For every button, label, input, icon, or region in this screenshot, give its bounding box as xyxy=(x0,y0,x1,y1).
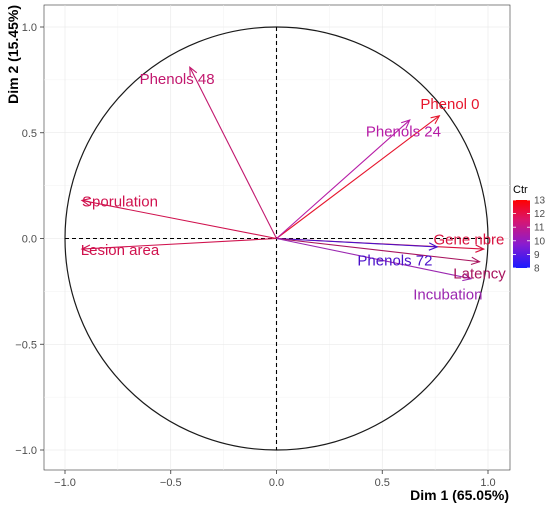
x-tick-label-2: 0.0 xyxy=(269,477,284,489)
x-tick-label-3: 0.5 xyxy=(375,477,390,489)
x-axis-title: Dim 1 (65.05%) xyxy=(410,487,509,503)
arrow-shaft-phenols-72 xyxy=(276,237,438,248)
legend-tick-label-4: 12 xyxy=(534,209,546,220)
arrow-phenols-48 xyxy=(189,65,277,239)
legend-ticks: 8 9 10 11 12 13 xyxy=(513,196,546,275)
legend-colorbar xyxy=(513,200,530,268)
legend-tick-label-0: 8 xyxy=(534,264,540,275)
arrow-phenols-24 xyxy=(276,119,411,239)
arrow-shaft-lesion-area xyxy=(81,237,277,250)
arrow-lesion-area xyxy=(80,237,277,253)
arrow-phenol-0 xyxy=(276,115,441,239)
arrow-sporulation xyxy=(80,197,277,240)
x-tick-label-0: −1.0 xyxy=(54,477,76,489)
variable-arrows xyxy=(80,65,486,282)
y-tick-label-3: 0.5 xyxy=(22,128,37,140)
ctr-legend: Ctr 8 9 10 11 12 13 xyxy=(513,184,546,275)
arrow-head-gene-nbre xyxy=(475,244,486,253)
arrow-shaft-phenols-24 xyxy=(276,119,411,239)
label-phenols-48: Phenols 48 xyxy=(140,71,215,88)
x-tick-label-4: 1.0 xyxy=(480,477,495,489)
label-latency: Latency xyxy=(453,265,506,282)
arrow-shaft-phenol-0 xyxy=(276,115,440,239)
label-phenol-0: Phenol 0 xyxy=(420,96,479,113)
y-tick-label-4: 1.0 xyxy=(22,22,37,34)
legend-tick-label-2: 10 xyxy=(534,236,546,247)
label-lesion-area: Lesion area xyxy=(81,242,160,259)
legend-tick-label-5: 13 xyxy=(534,196,546,207)
y-tick-label-2: 0.0 xyxy=(22,234,37,246)
arrow-head-phenol-0 xyxy=(430,115,441,124)
label-gene-nbre: Gene nbre xyxy=(434,232,505,249)
y-tick-label-1: −0.5 xyxy=(15,339,37,351)
label-phenols-72: Phenols 72 xyxy=(357,253,432,270)
arrow-head-incubation xyxy=(462,272,473,282)
arrow-latency xyxy=(276,237,481,265)
label-phenols-24: Phenols 24 xyxy=(366,124,441,141)
arrow-head-latency xyxy=(470,256,481,265)
x-tick-label-1: −0.5 xyxy=(160,477,182,489)
arrow-head-phenols-24 xyxy=(400,119,411,129)
arrow-head-phenols-72 xyxy=(428,242,439,251)
arrow-head-lesion-area xyxy=(80,244,91,253)
arrow-shaft-latency xyxy=(276,237,480,263)
label-sporulation: Sporulation xyxy=(82,194,158,211)
arrow-shaft-sporulation xyxy=(81,199,277,240)
variable-labels: Phenols 48 Phenol 0 Phenols 24 Sporulation L… xyxy=(81,71,507,304)
arrow-phenols-72 xyxy=(276,237,439,251)
axis-ticks: −1.0 −0.5 0.0 0.5 1.0 −1.0 −0.5 0.0 0.5 1.0 xyxy=(15,22,495,489)
arrow-head-sporulation xyxy=(80,197,91,207)
label-incubation: Incubation xyxy=(413,287,482,304)
legend-tick-label-3: 11 xyxy=(534,223,545,234)
y-tick-label-0: −1.0 xyxy=(15,445,37,457)
arrow-shaft-incubation xyxy=(276,237,472,280)
arrow-head-phenols-48 xyxy=(189,65,198,77)
y-axis-title: Dim 2 (15.45%) xyxy=(5,5,21,104)
arrow-incubation xyxy=(276,237,473,282)
arrow-shaft-phenols-48 xyxy=(189,66,277,239)
legend-tick-label-1: 9 xyxy=(534,250,540,261)
legend-title: Ctr xyxy=(513,184,528,196)
